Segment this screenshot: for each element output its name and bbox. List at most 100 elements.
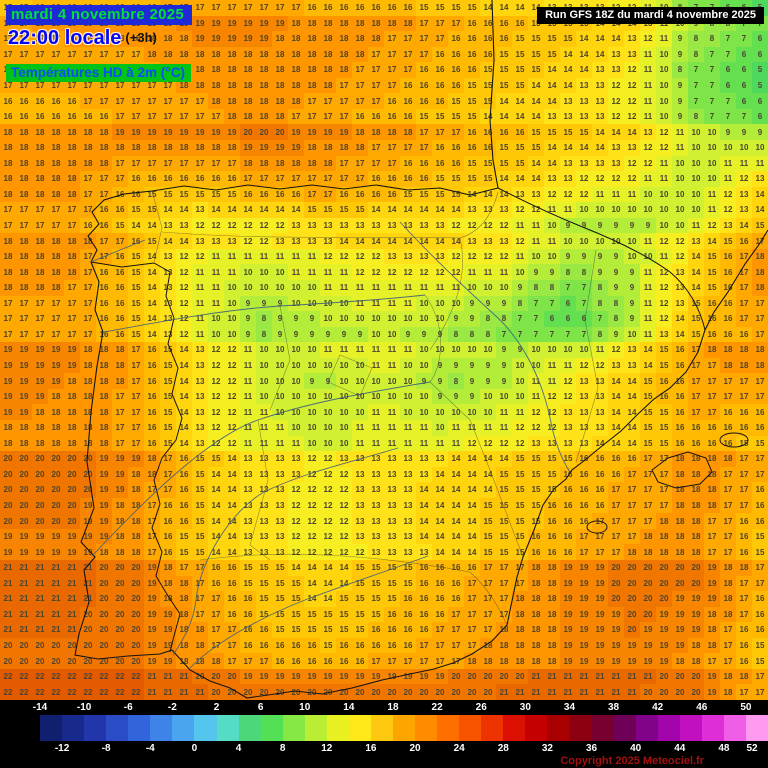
temp-cell: 18 — [528, 575, 544, 592]
temp-cell: 17 — [224, 653, 240, 669]
temp-cell: 13 — [560, 171, 576, 187]
temp-cell: 17 — [432, 124, 448, 140]
temp-cell: 9 — [432, 357, 448, 374]
temp-cell: 16 — [720, 264, 736, 280]
temp-cell: 10 — [416, 357, 432, 374]
temp-cell: 19 — [144, 559, 160, 576]
temp-cell: 18 — [16, 186, 32, 203]
temp-cell: 16 — [400, 606, 416, 623]
temp-cell: 14 — [624, 419, 640, 436]
temp-cell: 10 — [336, 435, 352, 452]
temp-cell: 9 — [672, 46, 688, 63]
temp-cell: 14 — [224, 202, 240, 218]
temp-cell: 14 — [608, 31, 624, 47]
temp-cell: 14 — [336, 575, 352, 592]
temp-cell: 16 — [336, 637, 352, 654]
temp-cell: 19 — [240, 668, 256, 685]
temp-cell: 19 — [272, 15, 288, 32]
colorbar-segment — [437, 715, 460, 741]
temp-cell: 11 — [192, 326, 208, 343]
temp-cell: 14 — [368, 233, 384, 249]
temp-cell: 9 — [464, 295, 480, 312]
temp-cell: 22 — [32, 668, 48, 685]
temp-cell: 11 — [384, 435, 400, 452]
temp-cell: 12 — [656, 139, 672, 156]
temp-cell: 12 — [208, 419, 224, 436]
temp-cell: 19 — [592, 637, 608, 654]
temp-cell: 12 — [672, 248, 688, 265]
temp-cell: 10 — [448, 404, 464, 420]
temp-cell: 21 — [144, 684, 160, 700]
temp-cell: 8 — [496, 311, 512, 327]
colorbar-label: 8 — [279, 743, 286, 754]
temp-cell: 17 — [704, 404, 720, 420]
temp-cell: 14 — [272, 202, 288, 218]
temp-cell: 16 — [96, 295, 112, 312]
temp-cell: 17 — [80, 295, 96, 312]
temp-cell: 13 — [576, 373, 592, 389]
temp-cell: 19 — [656, 637, 672, 654]
temp-cell: 15 — [240, 575, 256, 592]
temp-cell: 18 — [688, 513, 704, 529]
temp-cell: 17 — [480, 606, 496, 623]
temp-cell: 16 — [576, 497, 592, 514]
temp-cell: 20 — [464, 668, 480, 685]
colorbar-label: -8 — [101, 743, 111, 754]
temp-cell: 12 — [304, 513, 320, 529]
temp-cell: 15 — [336, 591, 352, 607]
temp-cell: 16 — [384, 606, 400, 623]
temp-cell: 17 — [720, 497, 736, 514]
temp-cell: 18 — [32, 279, 48, 296]
temp-cell: 18 — [80, 373, 96, 389]
temp-cell: 10 — [352, 373, 368, 389]
temp-cell: 16 — [432, 155, 448, 172]
temp-cell: 17 — [640, 466, 656, 483]
temp-cell: 11 — [544, 357, 560, 374]
temp-cell: 19 — [32, 373, 48, 389]
temp-cell: 18 — [192, 653, 208, 669]
temp-cell: 20 — [240, 124, 256, 140]
temp-cell: 17 — [240, 0, 256, 16]
temp-cell: 16 — [112, 202, 128, 218]
temp-cell: 14 — [432, 466, 448, 483]
temp-cell: 16 — [176, 513, 192, 529]
temp-cell: 14 — [448, 233, 464, 249]
temp-cell: 17 — [320, 93, 336, 109]
temp-cell: 13 — [160, 217, 176, 234]
temp-cell: 15 — [160, 342, 176, 358]
temp-cell: 19 — [32, 544, 48, 560]
temp-cell: 12 — [608, 171, 624, 187]
temp-cell: 11 — [656, 248, 672, 265]
temp-cell: 15 — [416, 186, 432, 203]
temp-cell: 7 — [688, 93, 704, 109]
temp-cell: 20 — [432, 684, 448, 700]
temp-cell: 20 — [256, 124, 272, 140]
temp-cell: 17 — [80, 326, 96, 343]
temp-cell: 9 — [416, 326, 432, 343]
temp-cell: 15 — [496, 46, 512, 63]
temp-cell: 13 — [480, 233, 496, 249]
temp-cell: 18 — [688, 482, 704, 498]
temp-cell: 11 — [528, 373, 544, 389]
temp-cell: 16 — [96, 108, 112, 125]
temp-cell: 16 — [464, 559, 480, 576]
temp-cell: 15 — [544, 466, 560, 483]
temp-cell: 9 — [592, 248, 608, 265]
temp-cell: 16 — [448, 62, 464, 78]
temp-cell: 12 — [288, 482, 304, 498]
temp-cell: 5 — [752, 77, 768, 94]
temp-cell: 13 — [576, 435, 592, 452]
temp-cell: 18 — [128, 139, 144, 156]
temp-cell: 18 — [672, 544, 688, 560]
temp-cell: 10 — [704, 171, 720, 187]
temp-cell: 10 — [272, 264, 288, 280]
temp-cell: 18 — [0, 435, 16, 452]
temp-cell: 14 — [528, 155, 544, 172]
temp-cell: 8 — [544, 279, 560, 296]
colorbar-label: -2 — [167, 702, 177, 713]
temp-cell: 12 — [288, 497, 304, 514]
temp-cell: 19 — [16, 373, 32, 389]
temp-cell: 18 — [64, 139, 80, 156]
colorbar-label: 30 — [519, 702, 531, 713]
temp-cell: 14 — [592, 435, 608, 452]
